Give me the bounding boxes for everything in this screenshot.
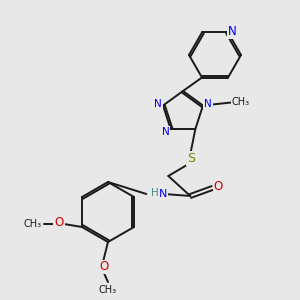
Text: CH₃: CH₃	[99, 285, 117, 295]
Text: N: N	[154, 98, 162, 109]
Text: N: N	[204, 98, 212, 109]
Text: S: S	[187, 152, 195, 166]
Text: CH₃: CH₃	[232, 97, 250, 106]
Text: N: N	[228, 25, 236, 38]
Text: O: O	[214, 181, 223, 194]
Text: O: O	[99, 260, 109, 274]
Text: H: H	[152, 188, 159, 198]
Text: N: N	[162, 127, 170, 137]
Text: CH₃: CH₃	[24, 219, 42, 229]
Text: O: O	[54, 217, 64, 230]
Text: N: N	[159, 189, 167, 199]
